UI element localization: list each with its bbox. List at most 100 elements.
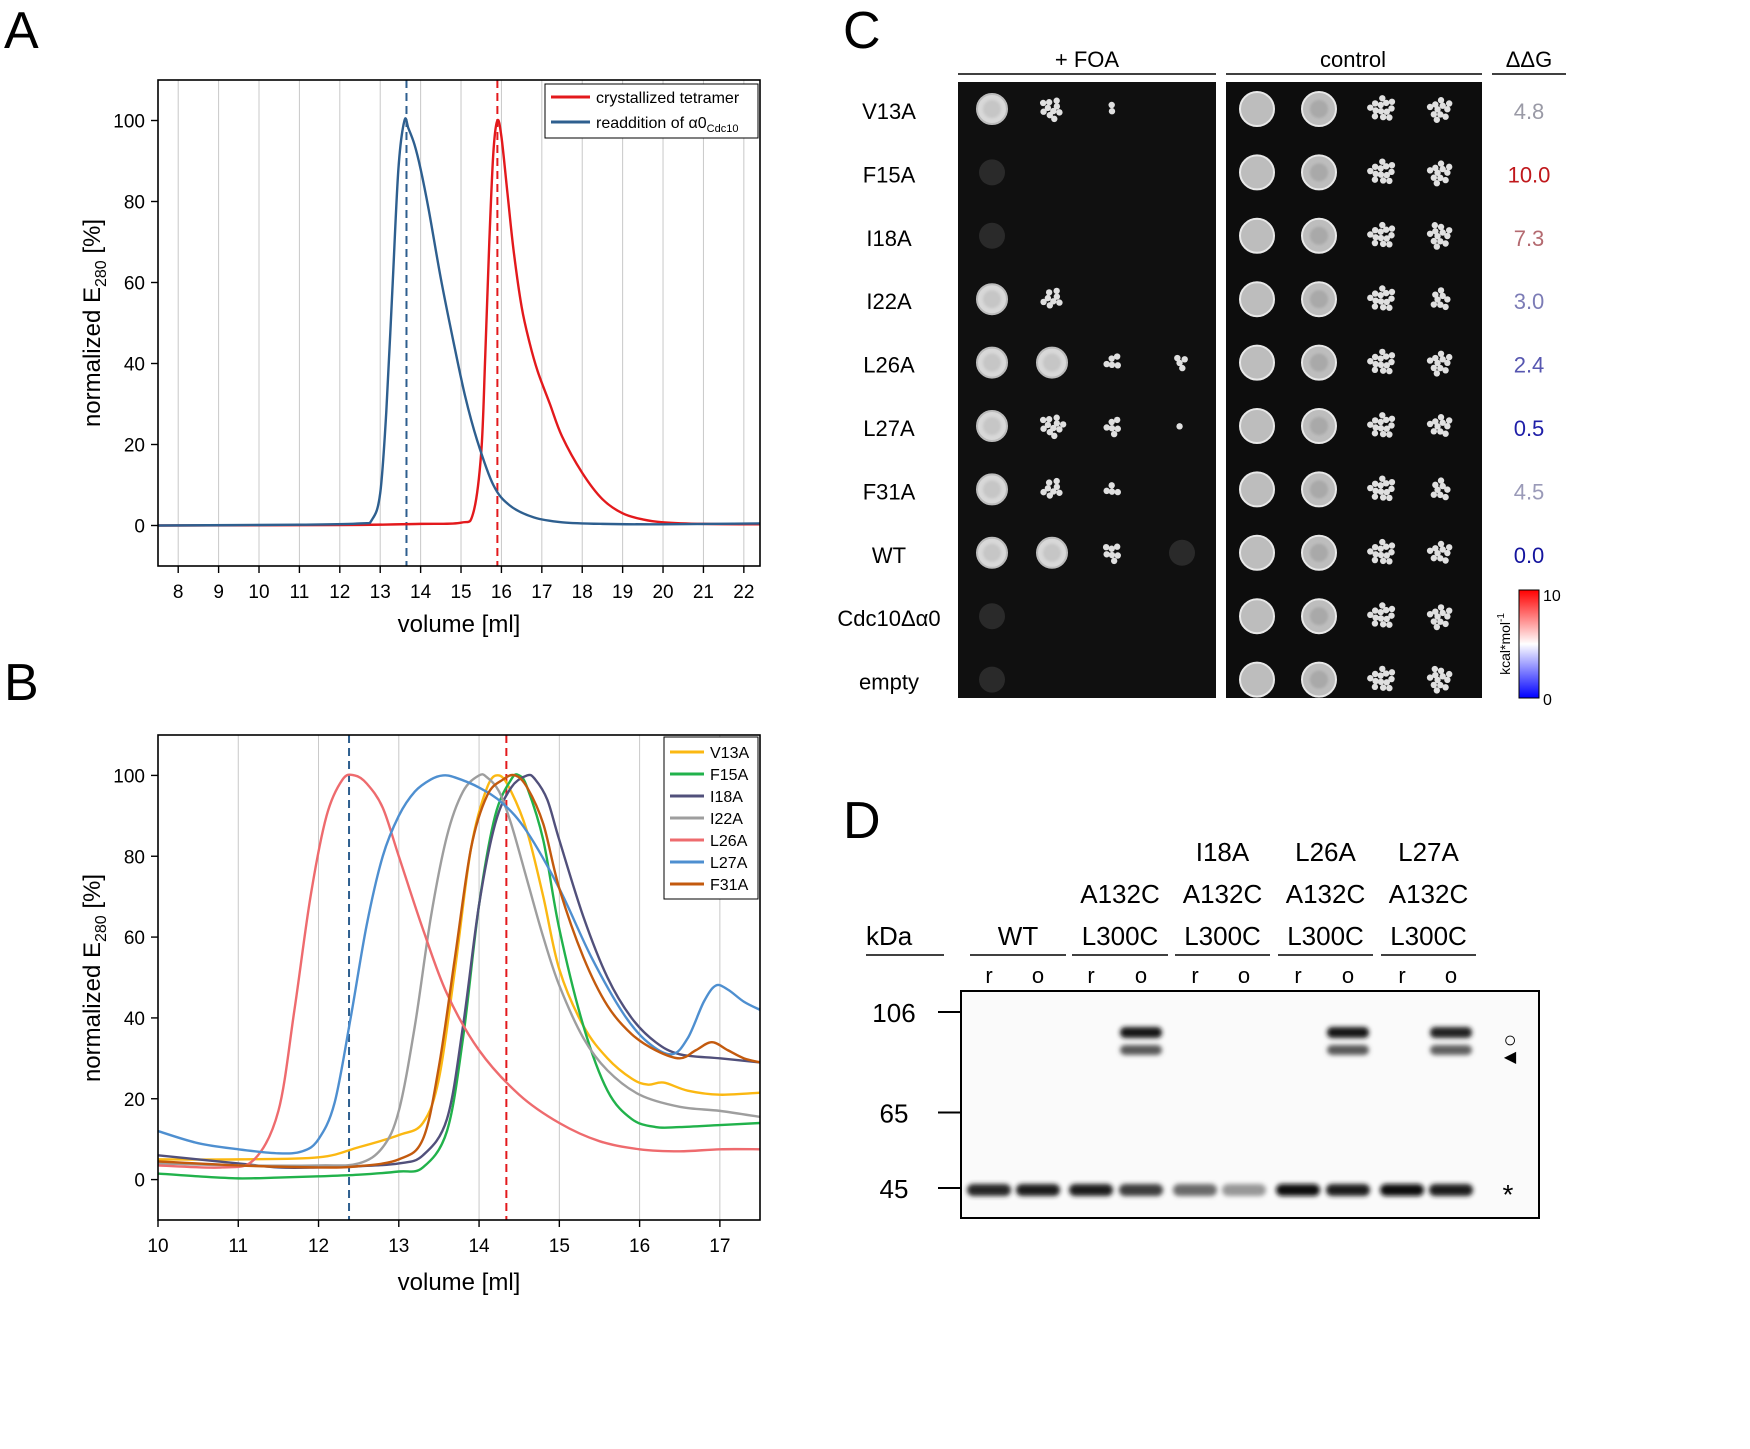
panel-b-plot-frame (157, 734, 761, 1221)
colony (1174, 354, 1181, 362)
colony (1433, 623, 1441, 631)
band-crosslink-lower (1120, 1045, 1162, 1055)
colony (1439, 102, 1446, 109)
legend-label-v13a: V13A (710, 745, 749, 762)
colony (1437, 540, 1445, 548)
panel-a-x-tick-label: 12 (329, 582, 350, 603)
panel-a-x-ticks: 8 9 10 11 12 13 14 15 16 17 18 19 20 21 22 (173, 566, 754, 603)
colony (1386, 494, 1393, 502)
colony (1379, 285, 1386, 292)
panel-a-x-tick-label: 14 (410, 582, 432, 603)
colony (1431, 222, 1439, 229)
faint-spot (1169, 539, 1195, 566)
growth-spot (1239, 598, 1275, 635)
marker-label: 65 (880, 1098, 909, 1128)
colony (1371, 480, 1379, 487)
colony (1108, 488, 1116, 495)
panel-b-y-tick-label: 80 (124, 847, 145, 868)
colony (1367, 421, 1374, 428)
legend-label-f15a: F15A (710, 767, 749, 784)
colony (1379, 221, 1386, 229)
header-ddg: ΔΔG (1506, 47, 1553, 72)
ddg-colorbar: 10 0 kcal*mol-1 (1496, 588, 1561, 709)
colony (1383, 425, 1390, 432)
panel-a-legend-box (544, 83, 759, 139)
colony (1432, 608, 1439, 615)
panel-b-series (157, 773, 761, 1180)
colony (1388, 352, 1396, 359)
panel-a-x-tick-label: 21 (693, 582, 714, 603)
lane-label: o (1032, 963, 1044, 988)
colony (1377, 482, 1384, 489)
colony (1044, 104, 1052, 112)
colony (1383, 298, 1390, 306)
colony (1053, 103, 1061, 110)
colony (1434, 486, 1441, 493)
panel-d: D kDa WT A132C L300C I18A A132C L300C L26A A132… (843, 792, 1540, 1219)
colony (1382, 353, 1390, 360)
colony (1434, 423, 1441, 430)
colony (1430, 111, 1438, 118)
blot-frame (960, 990, 1540, 1219)
colony (1108, 551, 1116, 559)
colony (1426, 103, 1434, 111)
colony (1442, 176, 1449, 184)
colony (1437, 174, 1444, 182)
colony (1371, 353, 1379, 361)
colony (1372, 360, 1379, 368)
colony (1377, 488, 1385, 495)
colony (1437, 160, 1445, 167)
colony (1379, 158, 1386, 165)
colony (1053, 97, 1060, 104)
panel-a-x-tick-label: 9 (213, 582, 224, 603)
colony (1367, 611, 1374, 619)
colony (1371, 607, 1379, 614)
colony (1437, 491, 1444, 499)
ddg-value: 7.3 (1514, 226, 1545, 251)
panel-a-legend: crystallized tetramer readdition of α0Cd… (544, 83, 759, 139)
legend-label-i18a: I18A (710, 789, 743, 806)
colony (1426, 420, 1434, 428)
panel-a-x-tick-label: 15 (450, 582, 471, 603)
growth-spot-texture (1310, 417, 1328, 435)
colony (1040, 298, 1047, 306)
colony (1108, 482, 1115, 489)
colony (1377, 672, 1384, 679)
colony (1367, 104, 1374, 111)
strain-label: L27A (863, 416, 915, 441)
panel-a-y-tick-label: 60 (124, 274, 145, 295)
ddg-value: 3.0 (1514, 289, 1545, 314)
colony (1437, 301, 1444, 308)
colony (1442, 493, 1449, 501)
band-45kda (1276, 1184, 1320, 1196)
colony (1379, 430, 1387, 438)
band-45kda (1380, 1184, 1424, 1196)
band-45kda (1016, 1184, 1060, 1196)
colony (1046, 302, 1054, 309)
panel-a-x-tick-label: 19 (612, 582, 633, 603)
colony (1382, 226, 1390, 233)
colony (1430, 364, 1438, 372)
colony (1439, 165, 1446, 173)
colony (1434, 296, 1441, 303)
colony (1379, 475, 1386, 482)
colony (1371, 366, 1379, 374)
colony (1372, 677, 1379, 685)
header-foa: + FOA (1055, 47, 1120, 72)
colony (1056, 426, 1063, 433)
panel-a-x-tick-label: 16 (491, 582, 512, 603)
panel-b-x-ticks: 10 11 12 13 14 15 16 17 (147, 1220, 730, 1257)
growth-spot-texture (1310, 290, 1328, 309)
colony (1046, 111, 1054, 119)
faint-spot (979, 159, 1005, 186)
colony (1051, 115, 1058, 123)
colony (1430, 237, 1438, 245)
growth-spot (1239, 281, 1275, 318)
growth-spot-texture (983, 417, 1001, 435)
colony (1377, 418, 1384, 426)
colony (1371, 683, 1379, 691)
colony (1181, 356, 1188, 363)
colony (1437, 364, 1444, 372)
colony (1442, 113, 1449, 120)
colony (1379, 113, 1387, 121)
